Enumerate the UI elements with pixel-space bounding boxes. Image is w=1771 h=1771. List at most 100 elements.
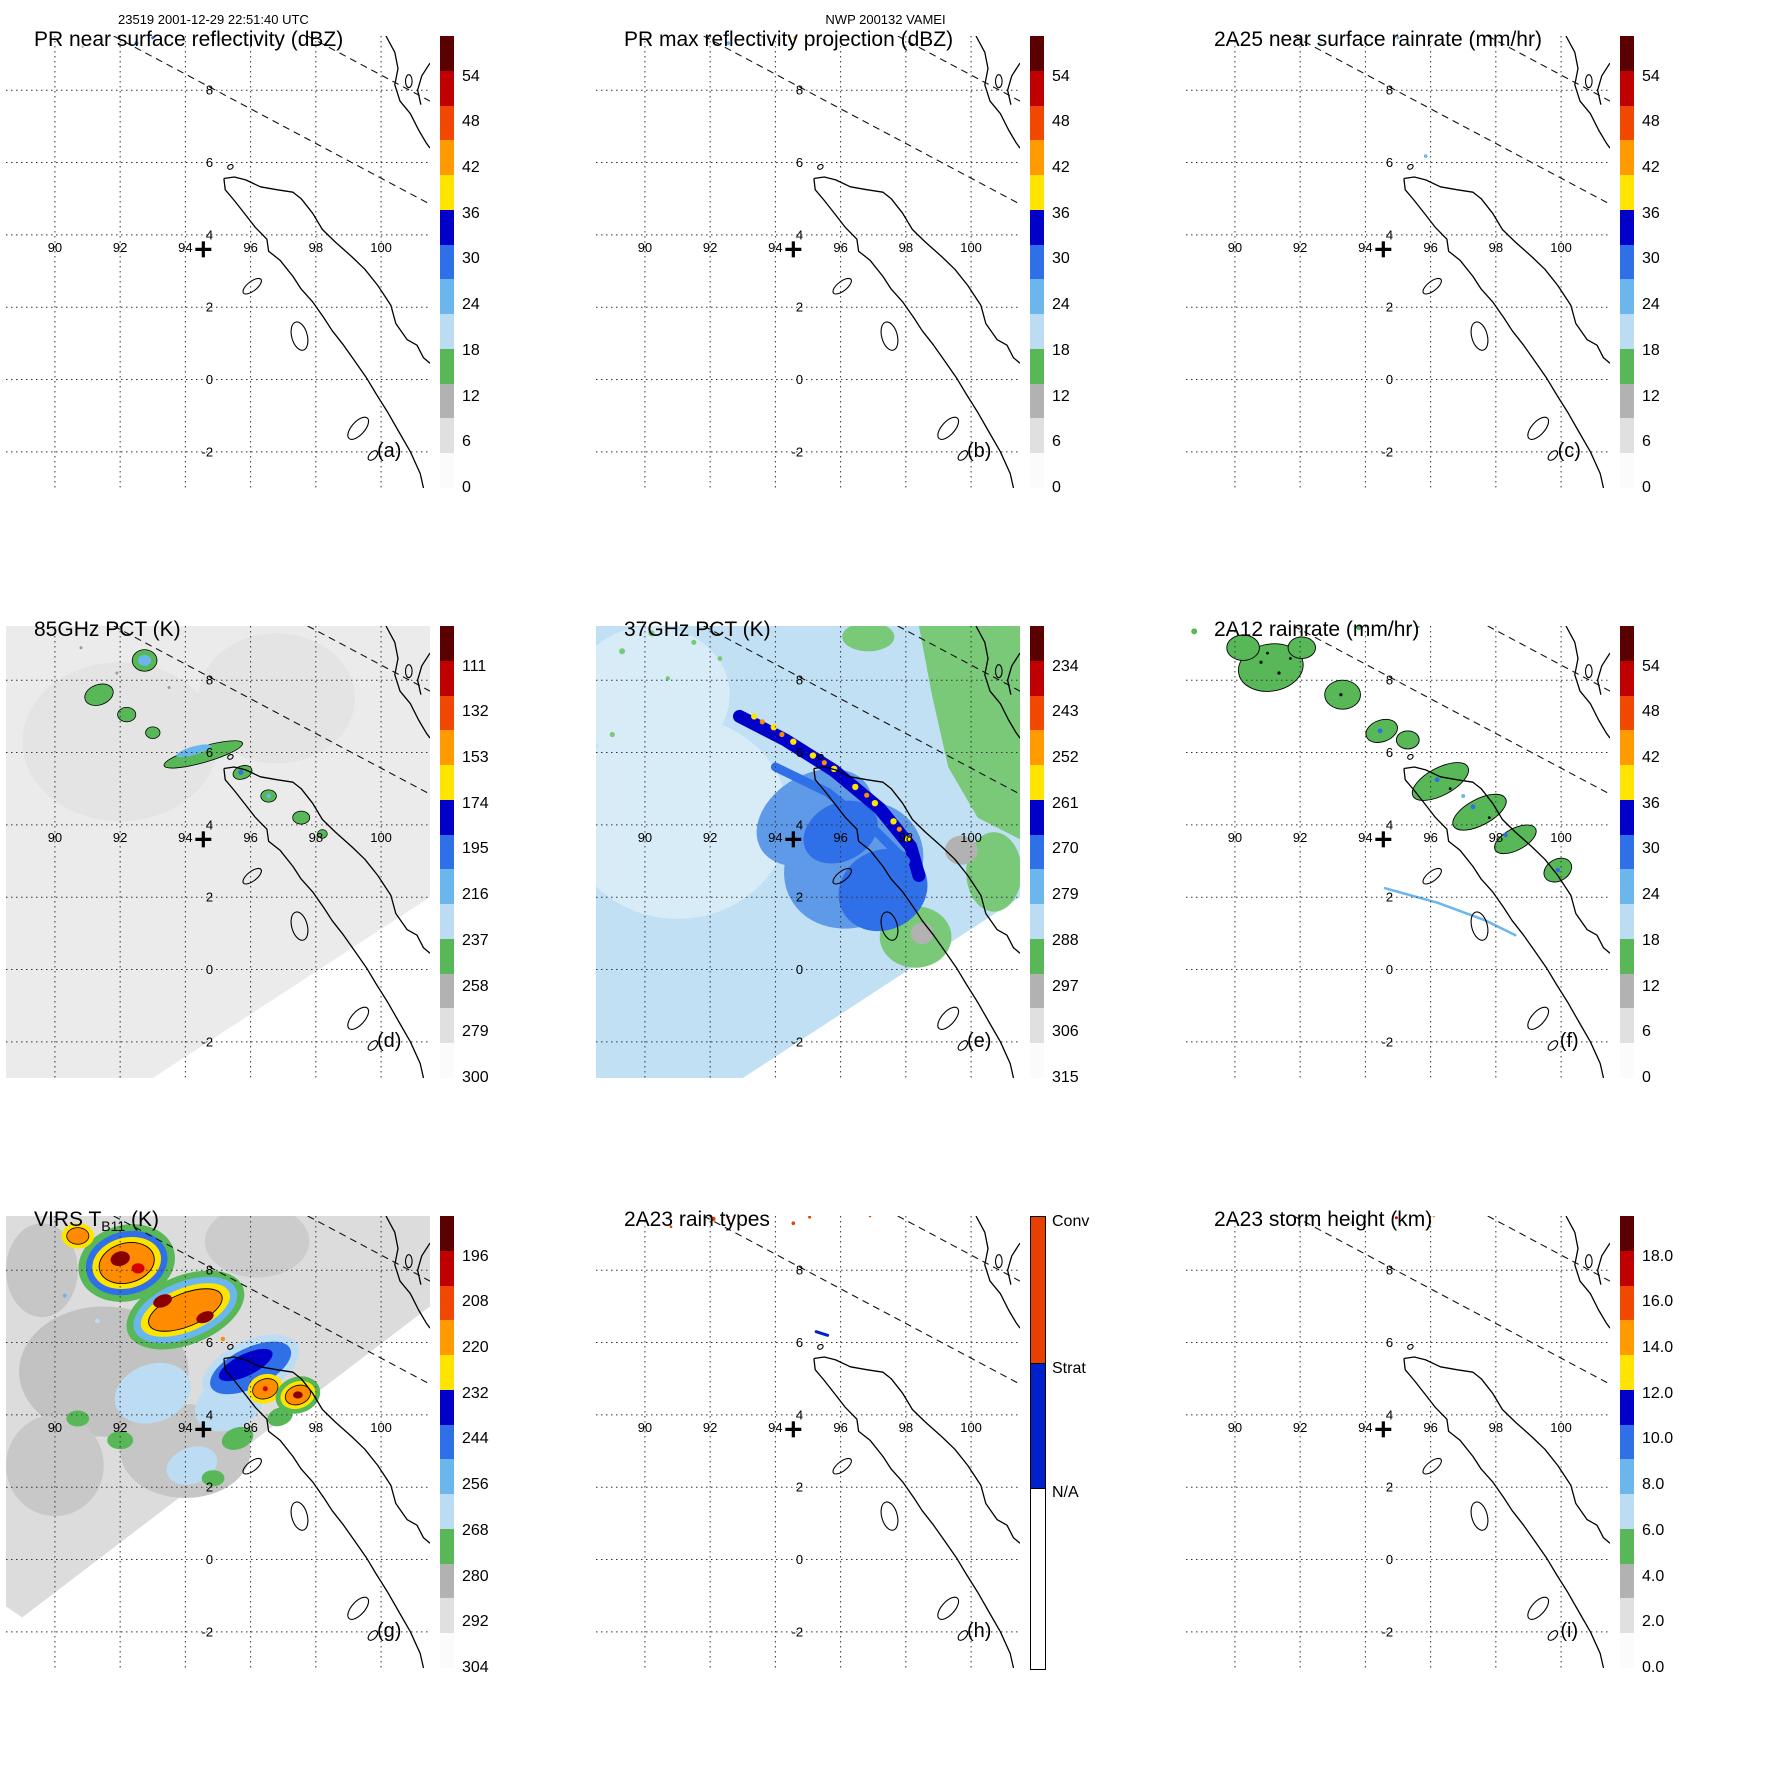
graticule <box>6 36 430 488</box>
colorbar-segment <box>440 1250 454 1286</box>
data-overlay <box>1305 1216 1436 1225</box>
svg-text:98: 98 <box>309 1420 323 1435</box>
storm-center-marker <box>785 241 802 258</box>
svg-text:0: 0 <box>1386 372 1393 387</box>
colorbar-label: 36 <box>1642 204 1660 222</box>
colorbar-label: 18 <box>1642 931 1660 949</box>
colorbar-label: 237 <box>462 931 489 949</box>
colorbar-label: 48 <box>462 113 480 131</box>
svg-text:100: 100 <box>370 1420 392 1435</box>
colorbar-segment <box>1620 314 1634 349</box>
colorbar-segment <box>1030 36 1044 71</box>
colorbar-segment <box>440 279 454 315</box>
colorbar-label: 54 <box>1642 657 1660 675</box>
colorbar-segment <box>1620 626 1634 661</box>
colorbar-label: 268 <box>462 1521 489 1539</box>
svg-text:96: 96 <box>1423 830 1437 845</box>
colorbar-segment <box>1620 1563 1634 1599</box>
colorbar <box>1620 1216 1634 1668</box>
colorbar-label: 30 <box>1642 250 1660 268</box>
colorbar-label: N/A <box>1052 1484 1079 1502</box>
svg-text:0: 0 <box>206 372 213 387</box>
colorbar-segment <box>440 834 454 870</box>
svg-text:92: 92 <box>113 1420 127 1435</box>
colorbar-label: 0.0 <box>1642 1659 1665 1676</box>
svg-text:90: 90 <box>1228 830 1242 845</box>
svg-text:98: 98 <box>899 240 913 255</box>
colorbar-label: 2.0 <box>1642 1613 1665 1631</box>
colorbar <box>440 1216 454 1668</box>
data-overlay <box>81 36 222 48</box>
panel-c-title: 2A25 near surface rainrate (mm/hr) <box>1214 28 1542 54</box>
svg-text:100: 100 <box>370 830 392 845</box>
panel-title-text: VIRS T <box>34 1208 102 1231</box>
colorbar-label: 306 <box>1052 1023 1079 1041</box>
islands <box>227 664 413 1051</box>
storm-center-marker <box>195 241 212 258</box>
colorbar-segment <box>1031 1217 1045 1365</box>
svg-text:6: 6 <box>1386 155 1393 170</box>
panel-letter: (g) <box>377 1620 401 1642</box>
swath-edge-dashed-lines <box>1293 36 1610 205</box>
colorbar-segment <box>1030 453 1044 488</box>
storm-center-marker <box>1375 1421 1392 1438</box>
svg-text:94: 94 <box>1358 240 1372 255</box>
svg-text:2: 2 <box>796 1480 803 1495</box>
colorbar-label: 4.0 <box>1642 1567 1665 1585</box>
svg-text:6: 6 <box>1386 1335 1393 1350</box>
colorbar-segment <box>1030 383 1044 419</box>
islands <box>1407 74 1593 461</box>
svg-text:4: 4 <box>206 817 213 832</box>
colorbar-segment <box>440 1285 454 1321</box>
colorbar-segment <box>1620 799 1634 835</box>
svg-text:2: 2 <box>1386 890 1393 905</box>
tick-labels: 90 92 94 96 98 100 8 6 4 2 0 -2 <box>638 1263 982 1640</box>
graticule <box>596 36 1020 488</box>
svg-text:92: 92 <box>703 830 717 845</box>
svg-text:2: 2 <box>796 890 803 905</box>
colorbar-segment <box>1030 695 1044 731</box>
colorbar-segment <box>440 209 454 245</box>
panel-i: 2A23 storm height (km) 90 92 94 96 98 100 8 6 4 2… <box>1180 1180 1770 1770</box>
panel-a-colorbar: 54 48 42 36 30 24 18 12 6 0 <box>440 36 560 496</box>
colorbar-segment <box>440 904 454 939</box>
orbit-timestamp: 23519 2001-12-29 22:51:40 UTC <box>118 12 309 27</box>
graticule <box>6 626 430 1078</box>
colorbar-segment <box>440 869 454 905</box>
colorbar-label: 10.0 <box>1642 1430 1674 1448</box>
svg-text:0: 0 <box>1386 1552 1393 1567</box>
colorbar-segment <box>1620 973 1634 1009</box>
svg-text:96: 96 <box>243 1420 257 1435</box>
colorbar-label: 42 <box>1642 749 1660 767</box>
colorbar-label: 6 <box>1642 433 1651 451</box>
tick-labels: 90 92 94 96 98 100 8 6 4 2 0 -2 <box>1228 83 1572 460</box>
colorbar-segment <box>440 175 454 210</box>
panel-g-colorbar: 196 208 220 232 244 256 268 280 292 304 <box>440 1216 560 1676</box>
svg-text:98: 98 <box>309 240 323 255</box>
svg-text:2: 2 <box>206 300 213 315</box>
colorbar-segment <box>440 105 454 141</box>
colorbar-segment <box>1620 1008 1634 1044</box>
colorbar-segment <box>440 973 454 1009</box>
coastline <box>223 1216 430 1668</box>
svg-text:100: 100 <box>1550 1420 1572 1435</box>
colorbar-label: 30 <box>1642 840 1660 858</box>
panel-i-title: 2A23 storm height (km) <box>1214 1208 1432 1234</box>
colorbar-segment <box>440 314 454 349</box>
colorbar-segment <box>1620 1320 1634 1356</box>
colorbar-label: 220 <box>462 1339 489 1357</box>
svg-text:96: 96 <box>1423 1420 1437 1435</box>
svg-text:8: 8 <box>206 673 213 688</box>
colorbar-label: 36 <box>1642 794 1660 812</box>
colorbar-segment <box>1620 1250 1634 1286</box>
colorbar-label: 232 <box>462 1384 489 1402</box>
colorbar-segment <box>1620 36 1634 71</box>
colorbar-label: 292 <box>462 1613 489 1631</box>
svg-text:92: 92 <box>1293 830 1307 845</box>
svg-text:-2: -2 <box>1382 1624 1394 1639</box>
storm-center-marker <box>1375 831 1392 848</box>
colorbar-label: Conv <box>1052 1213 1090 1230</box>
colorbar-segment <box>1030 209 1044 245</box>
panel-a: PR near surface reflectivity (dBZ) 90 92 9… <box>0 0 590 590</box>
